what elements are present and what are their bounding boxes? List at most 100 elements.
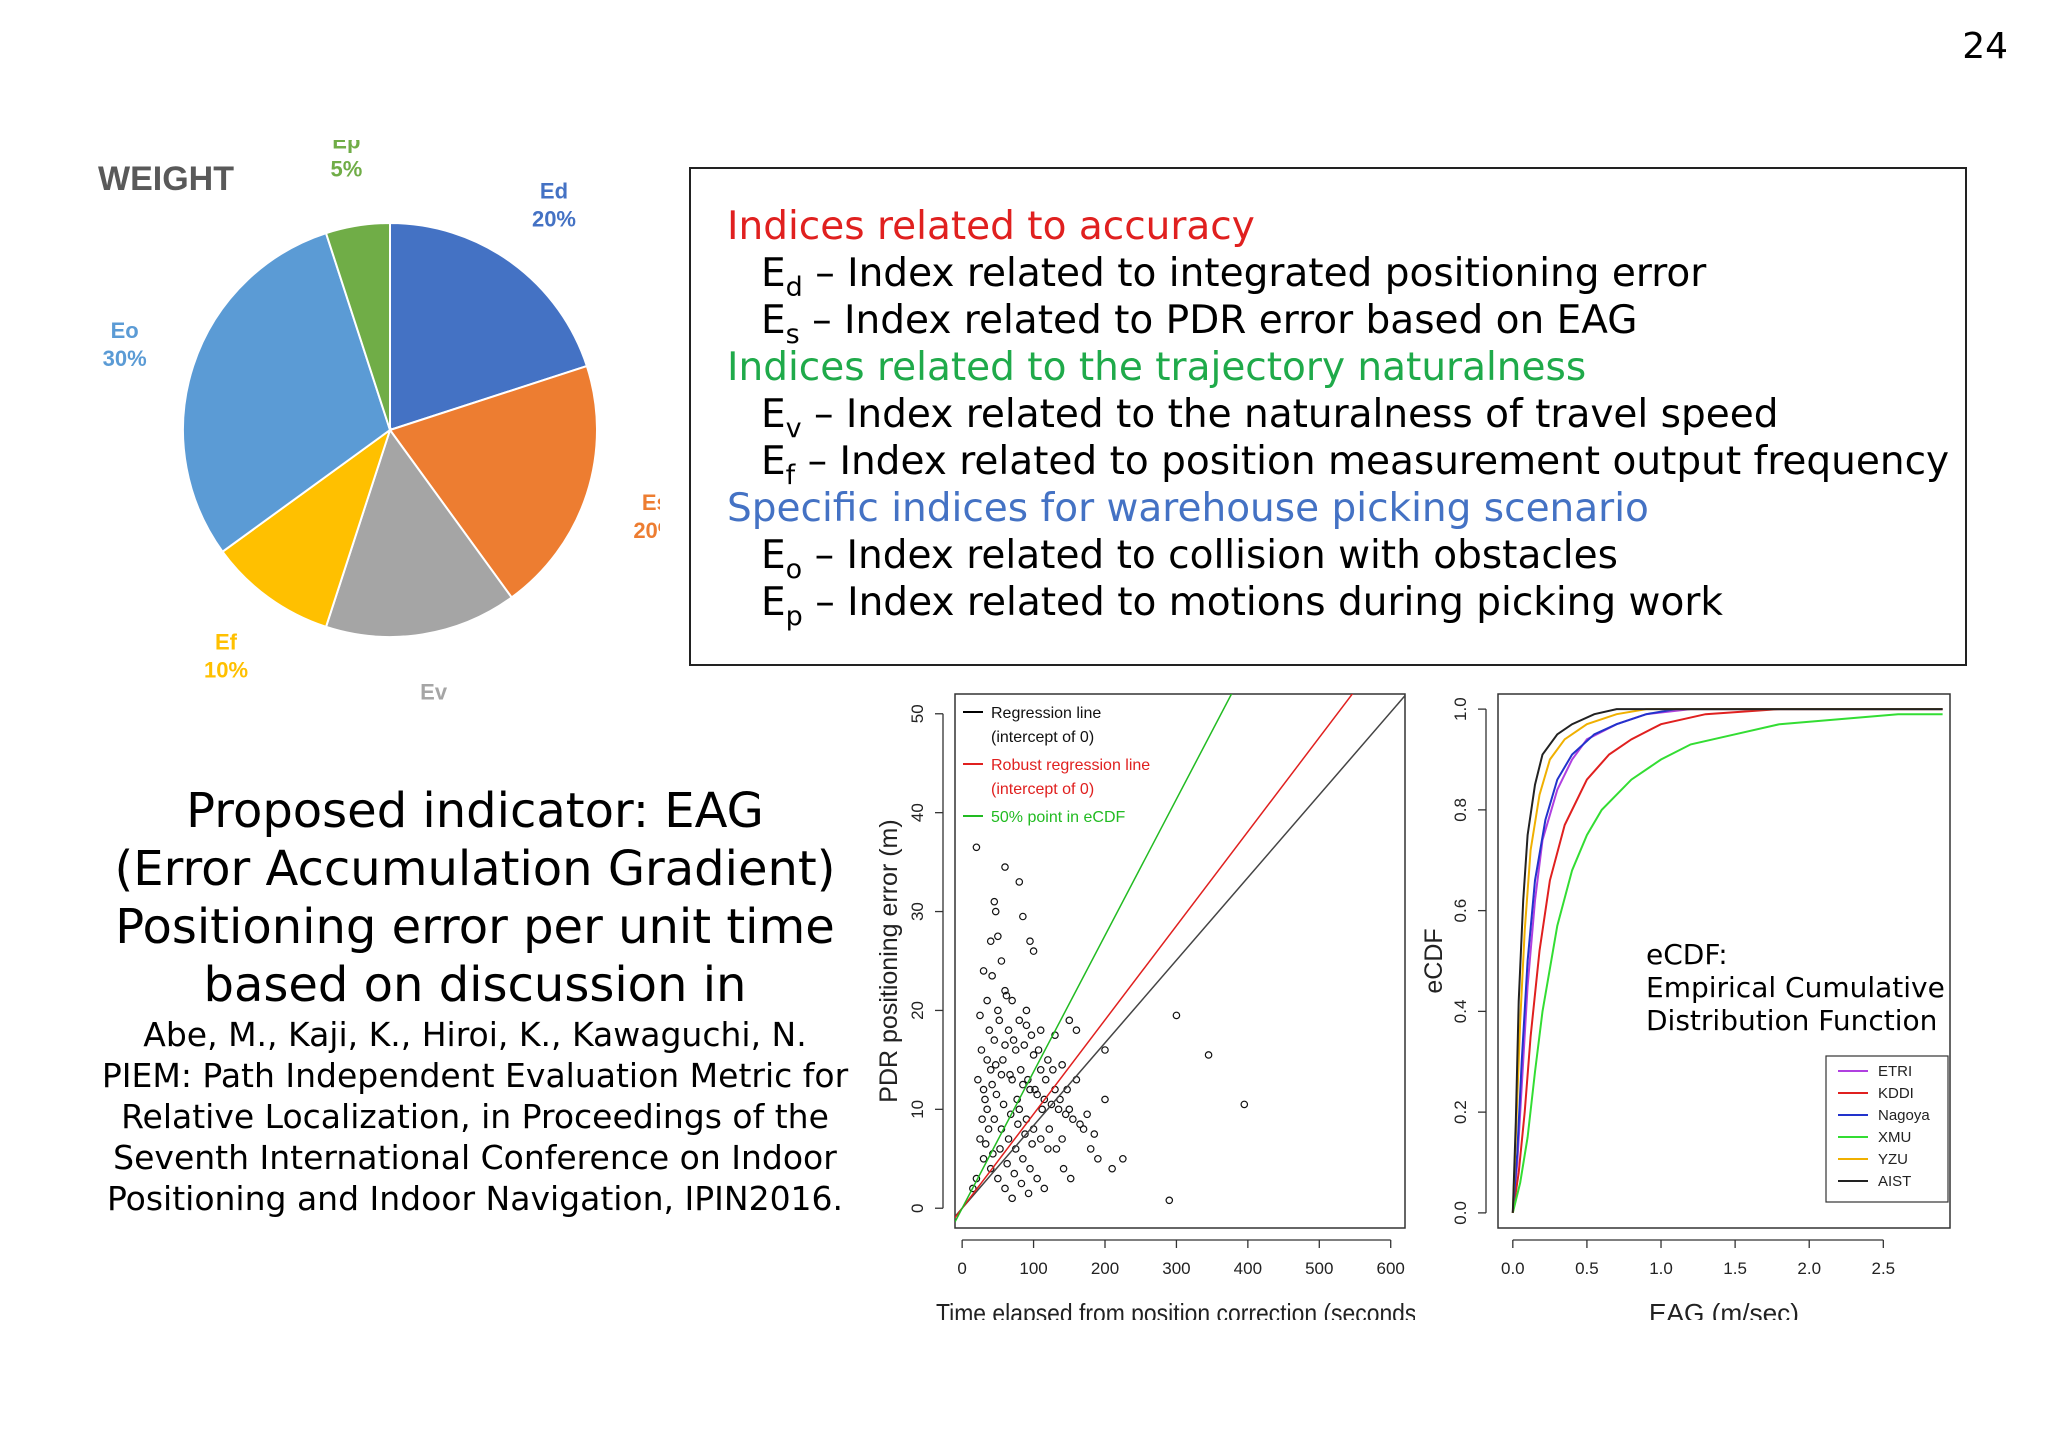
scatter-point	[983, 1056, 991, 1064]
legend-label: Robust regression line	[991, 757, 1150, 774]
y-tick-label: 0.0	[1451, 1201, 1470, 1225]
ecdf-annotation-line: Empirical Cumulative	[1646, 971, 1945, 1004]
ecdf-legend	[1825, 1055, 1949, 1203]
index-symbol: E	[761, 392, 786, 437]
scatter-point	[974, 1075, 982, 1084]
scatter-point	[1024, 1189, 1033, 1198]
x-tick-label: 500	[1305, 1259, 1333, 1278]
scatter-point	[999, 1056, 1007, 1064]
scatter-chart: 0 100 200 300 400 500 600 0 10 20 30 40 50 Time elaps…	[875, 693, 1415, 1320]
y-axis-label: PDR positioning error (m)	[875, 819, 903, 1102]
index-subscript: s	[785, 319, 800, 350]
scatter-point	[979, 1085, 988, 1094]
pie-slice-percent: 20%	[633, 518, 660, 543]
scatter-point	[985, 1026, 994, 1035]
scatter-point	[976, 1135, 984, 1143]
y-tick-label: 0	[908, 1203, 927, 1212]
scatter-point	[981, 1095, 989, 1104]
scatter-point	[1108, 1164, 1116, 1173]
scatter-point	[997, 1070, 1006, 1079]
legend-label: Regression line	[991, 705, 1101, 722]
scatter-point	[986, 1164, 995, 1173]
scatter-point	[1015, 1016, 1024, 1025]
ecdf-series-line	[1511, 708, 1943, 1213]
scatter-point	[1033, 1174, 1041, 1183]
scatter-point	[1029, 1051, 1038, 1059]
y-tick-label: 0.6	[1451, 899, 1470, 923]
scatter-point	[988, 972, 996, 980]
index-item: Ef – Index related to position measureme…	[727, 438, 1965, 489]
index-item: Eo – Index related to collision with obs…	[727, 532, 1965, 583]
index-subscript: o	[785, 554, 803, 585]
y-tick-label: 1.0	[1451, 697, 1470, 721]
x-tick-label: 2.5	[1871, 1259, 1895, 1278]
scatter-point	[994, 1006, 1002, 1015]
scatter-point	[1059, 1164, 1068, 1173]
scatter-point	[1065, 1105, 1074, 1114]
scatter-point	[1047, 1100, 1056, 1109]
scatter-point	[1034, 1046, 1043, 1054]
reference-line: Relative Localization, in Proceedings of…	[121, 1097, 829, 1136]
scatter-point	[994, 932, 1002, 941]
proposal-line: Positioning error per unit time	[115, 899, 835, 955]
index-description: – Index related to collision with obstac…	[802, 533, 1618, 578]
index-subscript: d	[785, 272, 803, 303]
scatter-point	[1003, 1159, 1011, 1168]
scatter-point	[1015, 878, 1024, 886]
scatter-point	[1008, 996, 1016, 1005]
scatter-point	[977, 1046, 986, 1054]
scatter-point	[1031, 1085, 1039, 1094]
x-tick-label: 2.0	[1797, 1259, 1821, 1278]
scatter-point	[1008, 1194, 1016, 1203]
x-tick-label: 1.0	[1649, 1259, 1673, 1278]
scatter-point	[1079, 1125, 1088, 1133]
scatter-point	[1019, 912, 1027, 921]
scatter-point	[1015, 1105, 1024, 1114]
scatter-point	[1065, 1016, 1074, 1025]
index-subscript: p	[785, 601, 803, 632]
scatter-point	[1001, 863, 1009, 871]
pie-slice-percent: 30%	[103, 346, 147, 371]
scatter-point	[991, 1061, 1000, 1069]
scatter-point	[1049, 1065, 1057, 1074]
scatter-point	[1022, 1006, 1031, 1015]
pie-title: WEIGHT	[98, 160, 234, 198]
legend-label: AIST	[1878, 1173, 1911, 1190]
proposal-line: (Error Accumulation Gradient)	[114, 841, 836, 897]
legend-label: ETRI	[1878, 1063, 1912, 1080]
regression-line	[955, 695, 1405, 1217]
legend-label: 50% point in eCDF	[991, 809, 1126, 826]
scatter-point	[1036, 1026, 1045, 1035]
ecdf-annotation-line: eCDF:	[1646, 938, 1728, 971]
pie-slice-ev	[324, 427, 514, 638]
scatter-point	[1204, 1051, 1213, 1059]
index-description: – Index related to integrated positionin…	[802, 251, 1707, 296]
scatter-point	[1044, 1056, 1052, 1064]
pie-slice-percent: 20%	[532, 206, 576, 231]
regression-line	[955, 694, 1233, 1223]
scatter-point	[1054, 1105, 1063, 1114]
y-tick-label: 10	[908, 1100, 927, 1119]
scatter-point	[1027, 1031, 1036, 1039]
scatter-point	[978, 1115, 986, 1124]
pie-slice-ep	[324, 221, 391, 431]
scatter-point	[1020, 1041, 1029, 1049]
plot-frame	[954, 693, 1406, 1229]
x-tick-label: 1.5	[1723, 1259, 1747, 1278]
legend-label: XMU	[1878, 1129, 1911, 1146]
scatter-point	[976, 1011, 984, 1020]
scatter-point	[1004, 1026, 1013, 1035]
pie-slice-es	[388, 364, 598, 599]
scatter-point	[979, 1154, 988, 1163]
y-tick-label: 0.8	[1451, 798, 1470, 822]
scatter-point	[996, 1145, 1004, 1153]
scatter-point	[1086, 1145, 1095, 1153]
pie-slice-ed	[389, 221, 589, 432]
index-subscript: f	[785, 460, 796, 491]
scatter-point	[1083, 1110, 1091, 1119]
reference-line: Seventh International Conference on Indo…	[113, 1138, 837, 1177]
ecdf-chart: 0.0 0.5 1.0 1.5 2.0 2.5 0.0 0.2 0.4 0.6 0.8 1.0 EAG …	[1420, 693, 1951, 1320]
index-item: Ed – Index related to integrated positio…	[727, 250, 1965, 301]
index-symbol: E	[761, 533, 786, 578]
indices-group-heading: Indices related to accuracy	[727, 204, 1255, 249]
